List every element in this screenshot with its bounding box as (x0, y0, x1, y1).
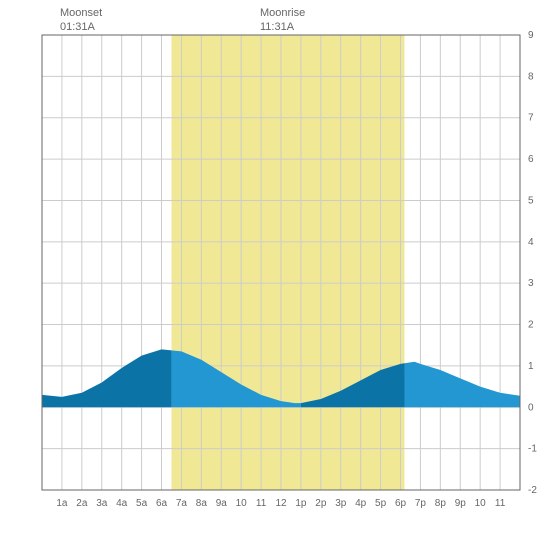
chart-svg: -2-101234567891a2a3a4a5a6a7a8a9a1011121p… (0, 0, 550, 550)
svg-text:8p: 8p (435, 498, 447, 509)
svg-text:6: 6 (528, 154, 534, 165)
tide-chart: Moonset 01:31A Moonrise 11:31A -2-101234… (0, 0, 550, 550)
moonset-time: 01:31A (60, 20, 102, 34)
svg-text:-2: -2 (528, 485, 537, 496)
svg-text:4p: 4p (355, 498, 367, 509)
svg-text:8a: 8a (196, 498, 208, 509)
svg-text:-1: -1 (528, 444, 537, 455)
moonset-annotation: Moonset 01:31A (60, 6, 102, 35)
svg-text:3: 3 (528, 278, 534, 289)
svg-text:2a: 2a (76, 498, 88, 509)
moonrise-label: Moonrise (260, 7, 305, 19)
svg-text:5a: 5a (136, 498, 148, 509)
moonset-label: Moonset (60, 7, 102, 19)
svg-text:3p: 3p (335, 498, 347, 509)
svg-text:4: 4 (528, 237, 534, 248)
svg-text:0: 0 (528, 402, 534, 413)
svg-text:9p: 9p (455, 498, 467, 509)
svg-text:9a: 9a (216, 498, 228, 509)
svg-text:10: 10 (236, 498, 248, 509)
svg-text:2: 2 (528, 320, 534, 331)
svg-text:8: 8 (528, 71, 534, 82)
svg-text:7a: 7a (176, 498, 188, 509)
svg-text:2p: 2p (315, 498, 327, 509)
svg-text:5: 5 (528, 195, 534, 206)
svg-text:4a: 4a (116, 498, 128, 509)
svg-text:1a: 1a (56, 498, 68, 509)
moonrise-time: 11:31A (260, 20, 305, 34)
svg-text:7p: 7p (415, 498, 427, 509)
svg-text:11: 11 (495, 498, 506, 509)
svg-text:6a: 6a (156, 498, 168, 509)
svg-text:5p: 5p (375, 498, 387, 509)
svg-text:11: 11 (256, 498, 267, 509)
svg-text:3a: 3a (96, 498, 108, 509)
svg-text:1p: 1p (295, 498, 307, 509)
moonrise-annotation: Moonrise 11:31A (260, 6, 305, 35)
svg-text:6p: 6p (395, 498, 407, 509)
svg-text:1: 1 (528, 361, 534, 372)
svg-text:12: 12 (275, 498, 287, 509)
svg-text:7: 7 (528, 113, 534, 124)
svg-text:10: 10 (475, 498, 487, 509)
svg-text:9: 9 (528, 30, 534, 41)
